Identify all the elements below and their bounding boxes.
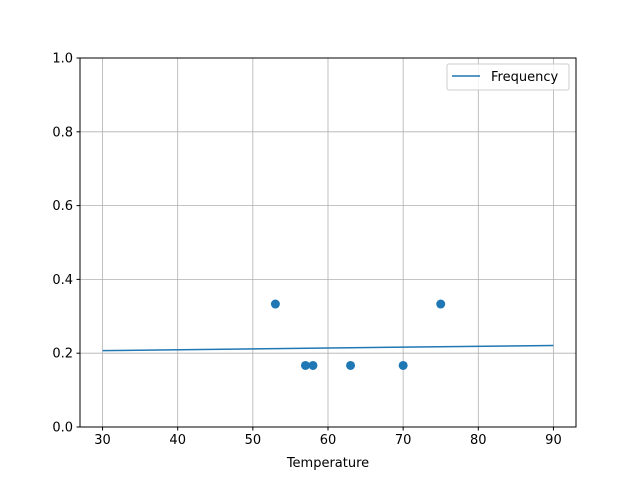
grid xyxy=(80,57,576,428)
y-tick-label: 0.0 xyxy=(52,421,73,436)
scatter-point xyxy=(300,360,310,370)
y-tick-label: 0.8 xyxy=(52,125,73,140)
legend-box xyxy=(446,63,570,91)
ticks: 30 40 50 60 70 80 90 0.0 0.2 0.4 0.6 0.8 1.0 xyxy=(52,52,561,449)
x-tick-label: 80 xyxy=(470,433,487,448)
x-tick-label: 30 xyxy=(94,433,111,448)
scatter-point xyxy=(436,299,446,309)
x-tick-label: 60 xyxy=(320,433,337,448)
y-tick-label: 0.2 xyxy=(52,347,73,362)
x-tick-label: 90 xyxy=(545,433,562,448)
frequency-line xyxy=(102,344,554,352)
scatter-point xyxy=(398,360,408,370)
y-tick-label: 1.0 xyxy=(52,52,73,67)
x-axis-label: Temperature xyxy=(286,456,369,471)
y-tick-label: 0.4 xyxy=(52,273,73,288)
x-tick-label: 70 xyxy=(395,433,412,448)
x-tick-label: 40 xyxy=(169,433,186,448)
legend-label: Frequency xyxy=(491,70,558,85)
scatter-point xyxy=(346,360,356,370)
marks xyxy=(102,299,554,370)
legend: Frequency xyxy=(446,63,570,91)
y-tick-label: 0.6 xyxy=(52,199,73,214)
x-tick-label: 50 xyxy=(245,433,262,448)
scatter-point xyxy=(270,299,280,309)
scatter-point xyxy=(308,360,318,370)
